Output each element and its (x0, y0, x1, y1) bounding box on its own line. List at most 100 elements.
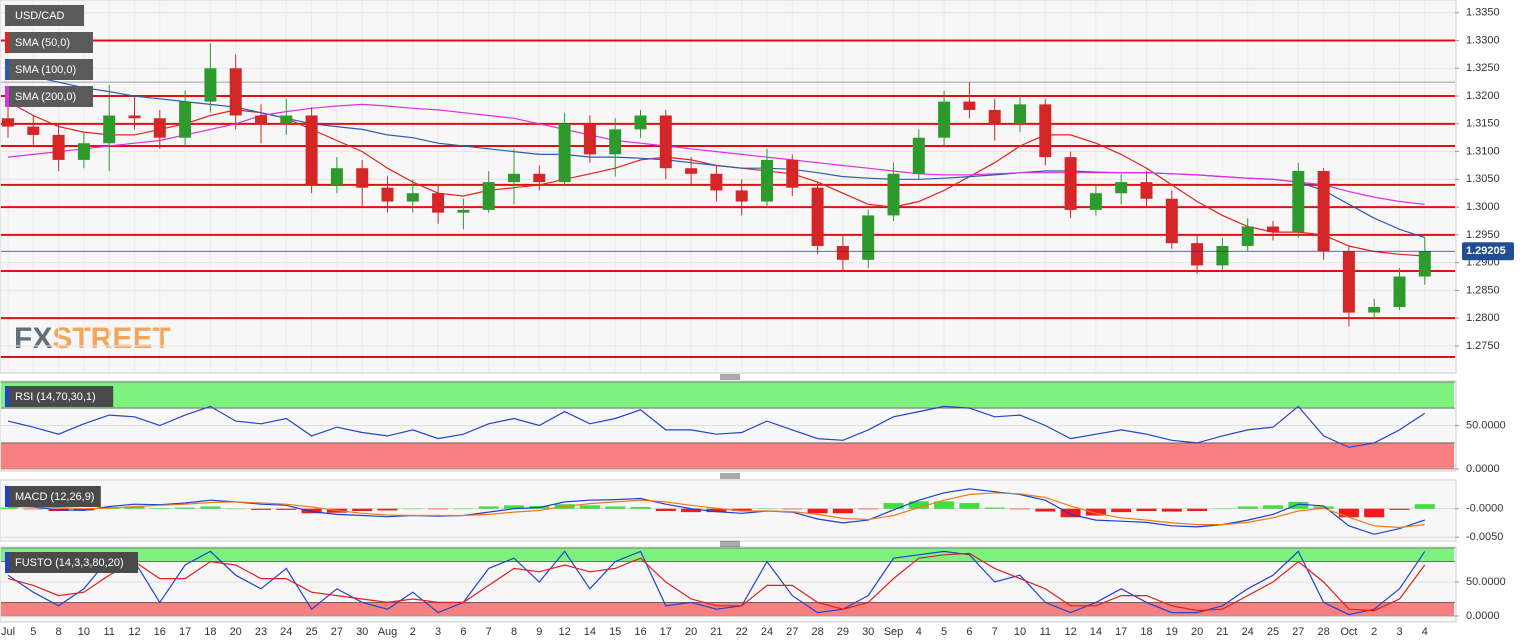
legend-swatch (5, 32, 9, 53)
histogram-bar (681, 508, 702, 513)
series-line (7, 492, 1425, 529)
candle-body (558, 123, 571, 183)
histogram-bar (251, 508, 271, 510)
candle-body (103, 115, 116, 144)
histogram-bar (23, 508, 44, 510)
band (1, 602, 1454, 616)
histogram-bar (124, 506, 145, 509)
x-tick-label: 11 (103, 626, 114, 638)
macd-panel (0, 479, 1457, 542)
x-tick-label: 10 (1014, 626, 1026, 638)
x-tick-label: 12 (558, 626, 570, 638)
candle-body (1089, 193, 1102, 210)
histogram-bar (731, 508, 752, 511)
band (1, 442, 1454, 469)
histogram-bar (478, 506, 499, 509)
x-tick-label: Aug (378, 626, 398, 638)
histogram-bar (1212, 508, 1233, 510)
legend-label: SMA (50,0) (15, 37, 70, 49)
x-tick-label: Jul (1, 626, 15, 638)
indicator-title: FUSTO (14,3,3,80,20) (15, 557, 124, 569)
x-tick-label: 25 (1267, 626, 1279, 638)
watermark: FXSTREET (14, 322, 171, 355)
histogram-bar (1161, 508, 1182, 512)
x-tick-label: 3 (1396, 626, 1402, 638)
x-tick-label: 28 (811, 626, 823, 638)
histogram-bar (757, 508, 777, 510)
candle-body (786, 159, 799, 188)
candle-body (912, 137, 925, 174)
x-tick-label: 7 (992, 626, 998, 638)
panel-handles (720, 374, 740, 547)
x-tick-label: 24 (761, 626, 773, 638)
x-tick-label: 18 (1140, 626, 1152, 638)
candle-body (356, 168, 369, 188)
x-tick-label: 12 (1064, 626, 1076, 638)
histogram-bar (1288, 501, 1309, 509)
histogram-bar (352, 508, 373, 511)
x-tick-label: 17 (179, 626, 191, 638)
histogram-bar (377, 508, 398, 511)
candle-body (609, 129, 622, 155)
candle-body (305, 115, 318, 185)
candle-body (988, 109, 1001, 124)
histogram-bar (225, 508, 246, 510)
candle-body (862, 215, 875, 260)
x-tick-label: 24 (280, 626, 292, 638)
legend-label: SMA (100,0) (15, 64, 76, 76)
x-tick-label: 4 (916, 626, 922, 638)
candle-body (634, 115, 647, 130)
x-tick-label: 7 (486, 626, 492, 638)
histogram-bar (579, 505, 600, 509)
histogram-bar (428, 508, 449, 510)
candle-body (1292, 171, 1305, 233)
candle-body (1241, 226, 1254, 246)
histogram-bar (1313, 506, 1334, 509)
candle-body (583, 123, 596, 155)
chart-title: USD/CAD (15, 10, 65, 22)
indicator-box (5, 386, 114, 407)
candle-body (1165, 198, 1178, 244)
histogram-bar (959, 503, 980, 509)
histogram-bar (832, 508, 853, 514)
histogram-bar (175, 507, 196, 509)
legend-swatch (5, 86, 9, 107)
x-tick-label: 21 (710, 626, 722, 638)
x-tick-label: 10 (78, 626, 90, 638)
band (1, 548, 1454, 562)
candle-body (1014, 104, 1026, 124)
candle-body (179, 101, 192, 138)
x-tick-label: 27 (1292, 626, 1304, 638)
panel-2: -0.0000 -0.0050 MACD (12,26,9) (0, 486, 1503, 543)
last-price-box (1462, 242, 1514, 261)
histogram-bar (1364, 508, 1385, 518)
y-tick-label: 1.2750 (1466, 340, 1500, 352)
x-tick-label: 20 (685, 626, 697, 638)
candle-body (1039, 104, 1052, 158)
x-tick-label: 3 (435, 626, 441, 638)
title-box (5, 5, 84, 26)
x-tick-label: 16 (634, 626, 646, 638)
indicator-title: RSI (14,70,30,1) (15, 391, 96, 403)
histogram-bar (908, 501, 929, 509)
y-tick-label: 0.0000 (1466, 610, 1500, 622)
histogram-bar (1010, 508, 1030, 510)
histogram-bar (0, 507, 18, 509)
histogram-bar (149, 508, 170, 509)
candle-body (330, 168, 343, 185)
histogram-bar (276, 508, 297, 510)
x-tick-label: 24 (1242, 626, 1254, 638)
histogram-bar (984, 507, 1005, 509)
candle-body (1368, 307, 1381, 313)
candle-body (128, 115, 141, 119)
x-tick-label: 25 (305, 626, 317, 638)
candle-body (77, 143, 90, 160)
x-tick-label: 14 (1090, 626, 1102, 638)
indicator-box (5, 486, 101, 507)
legend-box (5, 86, 93, 107)
x-tick-label: 19 (1166, 626, 1178, 638)
candle-body (938, 101, 951, 138)
x-tick-label: 18 (204, 626, 216, 638)
histogram-bar (1389, 508, 1410, 510)
histogram-bar (1187, 508, 1208, 511)
